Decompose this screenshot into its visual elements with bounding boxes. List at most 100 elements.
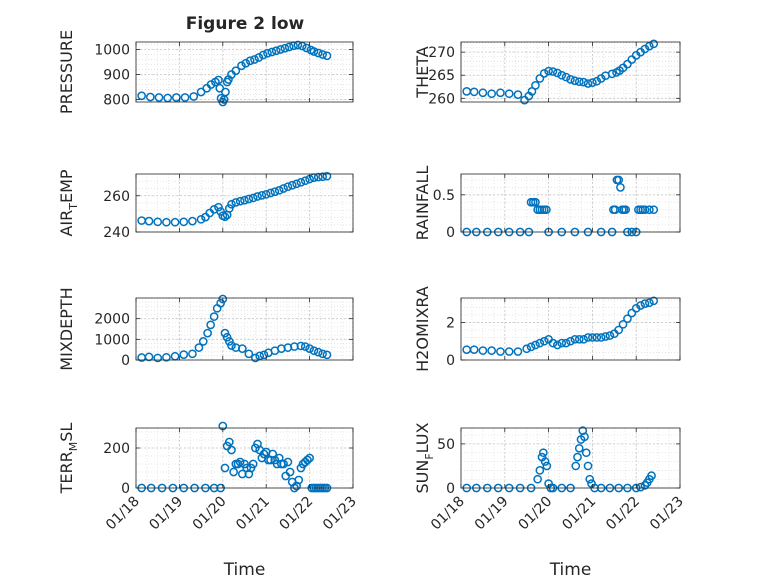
y-tick-label: 240 xyxy=(103,225,130,241)
data-point xyxy=(309,346,319,356)
data-point xyxy=(218,294,228,304)
x-tick-label: 01/23 xyxy=(320,494,360,534)
data-point xyxy=(237,61,246,71)
data-point xyxy=(531,81,540,90)
y-axis-label: RAINFALL xyxy=(413,166,432,241)
data-point xyxy=(535,74,545,83)
data-point xyxy=(649,205,659,215)
data-point xyxy=(296,177,306,187)
axes-box xyxy=(460,173,681,233)
data-point xyxy=(300,176,310,186)
data-point xyxy=(583,79,593,88)
data-point xyxy=(240,195,249,205)
data-point xyxy=(224,437,234,447)
data-point xyxy=(153,353,163,363)
data-point xyxy=(227,341,236,350)
data-point xyxy=(180,93,190,102)
data-point xyxy=(302,43,311,53)
data-point xyxy=(583,461,593,471)
data-point xyxy=(293,40,303,50)
data-point xyxy=(179,350,189,359)
data-point xyxy=(248,193,258,203)
data-point xyxy=(231,198,241,207)
data-point xyxy=(596,74,606,83)
data-point xyxy=(504,347,514,356)
data-point xyxy=(469,345,479,355)
data-point xyxy=(649,39,659,49)
data-point xyxy=(322,51,332,61)
data-point xyxy=(220,212,230,222)
data-point xyxy=(189,92,199,101)
data-point xyxy=(557,338,567,348)
subplot-pressure: 800 900 1000 PRESSURE xyxy=(57,30,354,114)
subplot-h2omixra: 0 2 H2OMIXRA xyxy=(413,286,681,372)
x-tick-label: 01/18 xyxy=(428,494,468,534)
data-point xyxy=(644,41,654,51)
y-axis-label: AIRTEMP xyxy=(57,169,80,236)
data-point xyxy=(244,349,254,359)
axes-box xyxy=(135,427,354,489)
data-point xyxy=(263,48,272,58)
data-point xyxy=(535,466,545,475)
data-point xyxy=(548,338,558,348)
y-tick-label: 260 xyxy=(428,91,455,107)
data-point xyxy=(513,347,523,356)
data-point xyxy=(623,59,632,69)
data-point xyxy=(542,461,552,471)
data-point xyxy=(145,92,155,102)
data-point xyxy=(255,351,265,361)
data-point xyxy=(478,346,488,355)
data-point xyxy=(592,333,602,342)
data-point xyxy=(154,93,164,102)
data-point xyxy=(531,340,540,350)
y-tick-label: 2 xyxy=(446,315,455,331)
x-tick-label: 01/19 xyxy=(146,494,186,534)
data-point xyxy=(531,197,540,207)
data-point xyxy=(636,301,645,310)
x-axis-label: Time xyxy=(223,560,266,580)
data-point xyxy=(271,46,281,56)
data-point xyxy=(221,87,230,97)
data-point xyxy=(585,474,595,484)
data-point xyxy=(592,76,602,86)
data-point xyxy=(644,205,654,215)
data-point xyxy=(216,298,225,308)
y-tick-label: 1000 xyxy=(94,332,130,348)
data-point xyxy=(250,55,259,64)
data-point xyxy=(566,75,575,84)
data-point xyxy=(279,184,288,193)
data-point xyxy=(261,189,271,199)
data-point xyxy=(235,457,245,467)
data-point xyxy=(209,312,219,321)
data-point xyxy=(322,171,332,181)
subplot-sun-flux: 0 50 01/18 01/19 01/20 01/21 01/22 01/23 Time SUN… xyxy=(413,422,687,580)
data-point xyxy=(318,172,327,182)
axes-box xyxy=(460,297,681,361)
data-point xyxy=(318,349,327,359)
x-tick-label: 01/20 xyxy=(190,494,230,534)
data-point xyxy=(206,80,216,89)
data-point xyxy=(504,89,514,99)
data-point xyxy=(305,453,314,463)
data-point xyxy=(522,344,532,354)
data-point xyxy=(579,334,588,344)
data-point xyxy=(579,77,588,87)
data-point xyxy=(570,76,580,86)
data-point xyxy=(188,349,197,359)
data-point xyxy=(318,50,327,59)
data-point xyxy=(253,192,262,201)
data-point xyxy=(214,75,223,85)
data-point xyxy=(574,77,584,87)
data-point xyxy=(647,471,656,480)
data-point xyxy=(254,53,264,62)
data-point xyxy=(607,69,617,79)
data-point xyxy=(478,88,488,98)
data-point xyxy=(538,448,548,458)
y-tick-label: 0 xyxy=(446,225,455,241)
data-point xyxy=(297,41,307,51)
data-point xyxy=(605,331,615,340)
data-point xyxy=(618,319,628,329)
